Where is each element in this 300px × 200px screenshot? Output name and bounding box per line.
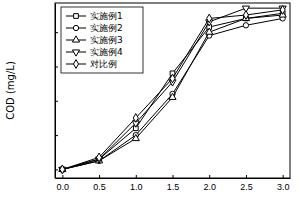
- legend-label: 实施例1: [90, 11, 123, 21]
- y-tick: [55, 169, 58, 170]
- legend-label: 实施例4: [90, 47, 123, 57]
- x-tick: 1.5: [167, 175, 180, 192]
- y-tick-mark: [55, 135, 58, 136]
- legend-entry: 对比例: [66, 59, 117, 69]
- legend-entry: 实施例4: [66, 47, 123, 57]
- legend-label: 实施例2: [90, 23, 123, 33]
- legend-marker: [72, 36, 79, 42]
- series-marker: [97, 153, 102, 162]
- series-marker: [132, 134, 139, 140]
- y-tick-mark: [55, 32, 58, 33]
- x-tick: 3.0: [277, 175, 290, 192]
- plot-frame: [55, 3, 290, 178]
- x-tick-mark: [283, 175, 284, 178]
- series-marker: [60, 165, 65, 174]
- series: [60, 5, 285, 173]
- plot: 0.0 0.5 1.0 1.5 2.0 2.5 3.0 实施例1 实施例2 实施例3 实施例4 对比例: [55, 3, 291, 192]
- x-tick-mark: [209, 175, 210, 178]
- x-tick-mark: [136, 175, 137, 178]
- chart: 0.0 0.5 1.0 1.5 2.0 2.5 3.0 实施例1 实施例2 实施例3 实施例4 对比例…: [0, 0, 300, 200]
- series-marker: [170, 74, 175, 83]
- legend: 实施例1 实施例2 实施例3 实施例4 对比例: [61, 7, 143, 73]
- legend-entry: 实施例3: [66, 35, 123, 45]
- x-tick: 2.0: [203, 175, 216, 192]
- x-tick-label: 0.0: [57, 182, 70, 192]
- legend-marker: [72, 50, 79, 56]
- series-marker: [243, 11, 248, 20]
- y-tick-mark: [55, 101, 58, 102]
- x-tick-mark: [173, 175, 174, 178]
- x-tick: 2.5: [240, 175, 253, 192]
- y-tick: [55, 101, 58, 102]
- x-tick-label: 2.5: [240, 182, 253, 192]
- y-tick-mark: [55, 66, 58, 67]
- legend-entry: 实施例1: [66, 11, 123, 21]
- series-line: [62, 13, 282, 169]
- legend-marker: [73, 60, 78, 69]
- y-axis-line: [55, 4, 56, 179]
- series: [59, 6, 286, 173]
- series-marker: [280, 5, 285, 14]
- y-axis-title: COD (mg/L): [5, 61, 16, 120]
- series-marker: [206, 28, 213, 34]
- legend-label: 实施例3: [90, 35, 123, 45]
- series-line: [62, 18, 282, 169]
- x-tick-label: 0.5: [93, 182, 106, 192]
- series: [60, 16, 286, 172]
- x-tick-label: 1.0: [130, 182, 143, 192]
- series: [60, 11, 285, 172]
- series-marker: [207, 14, 212, 23]
- series-layer: [59, 5, 286, 173]
- legend-label: 对比例: [90, 59, 117, 69]
- y-tick: [55, 32, 58, 33]
- series-marker: [243, 23, 248, 28]
- x-tick-mark: [99, 175, 100, 178]
- legend-marker: [73, 25, 78, 30]
- y-tick-mark: [55, 169, 58, 170]
- y-tick: [55, 135, 58, 136]
- series: [59, 11, 286, 172]
- x-tick: 0.0: [57, 175, 70, 192]
- series-marker: [133, 114, 138, 123]
- legend-box: [61, 7, 143, 73]
- y-tick: [55, 66, 58, 67]
- x-tick: 0.5: [93, 175, 106, 192]
- x-tick-label: 3.0: [277, 182, 290, 192]
- series-marker: [169, 93, 176, 99]
- series-line: [62, 15, 282, 169]
- series-line: [62, 8, 282, 169]
- y-axis: [55, 4, 58, 179]
- x-axis: 0.0 0.5 1.0 1.5 2.0 2.5 3.0: [56, 175, 291, 192]
- x-tick-mark: [246, 175, 247, 178]
- x-tick-mark: [62, 175, 63, 178]
- x-tick-label: 1.5: [167, 182, 180, 192]
- legend-entry: 实施例2: [66, 23, 123, 33]
- x-tick-label: 2.0: [203, 182, 216, 192]
- legend-marker: [74, 14, 79, 19]
- x-tick: 1.0: [130, 175, 143, 192]
- x-axis-line: [56, 178, 291, 179]
